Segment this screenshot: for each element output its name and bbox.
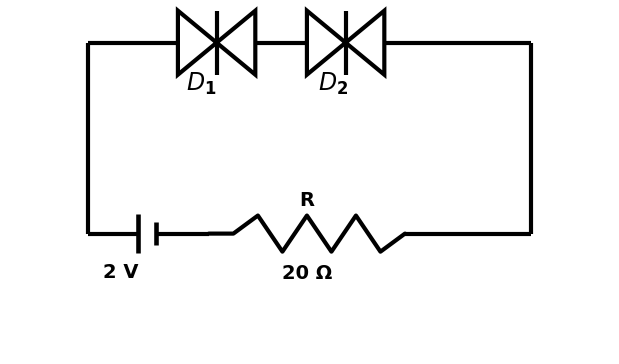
Text: 2 V: 2 V xyxy=(103,263,139,282)
Text: $\mathbf{\mathit{D}}_\mathbf{1}$: $\mathbf{\mathit{D}}_\mathbf{1}$ xyxy=(186,71,217,97)
Text: 20 Ω: 20 Ω xyxy=(282,264,332,283)
Text: $\mathbf{\mathit{D}}_\mathbf{2}$: $\mathbf{\mathit{D}}_\mathbf{2}$ xyxy=(318,71,348,97)
Text: R: R xyxy=(300,191,314,210)
